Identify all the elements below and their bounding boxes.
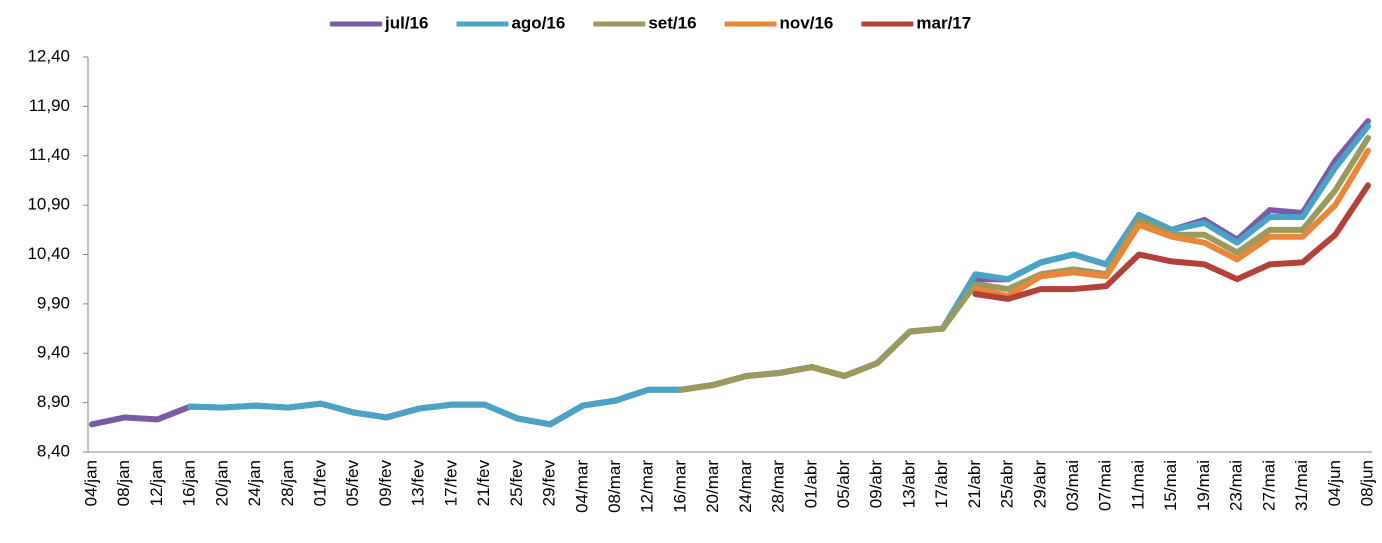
x-tick-label: 13/fev [409,460,428,507]
x-tick-label: 11/mai [1128,460,1147,510]
x-tick-label: 12/jan [147,460,166,506]
x-tick-label: 24/jan [245,460,264,506]
series-line [972,147,1371,299]
x-tick-label: 17/abr [932,460,951,509]
x-tick-label: 07/mai [1096,460,1115,511]
x-tick-label: 08/jan [114,460,133,506]
x-tick-label: 05/abr [834,460,853,509]
x-tick-label: 01/abr [801,460,820,509]
x-tick-label: 16/mar [670,460,689,513]
x-tick-label: 04/mar [572,460,591,513]
y-tick-label: 11,40 [29,145,70,164]
x-tick-label: 24/mar [736,460,755,513]
legend-label: mar/17 [916,13,971,32]
y-tick-label: 9,90 [37,293,70,312]
x-tick-label: 28/mar [769,460,788,513]
x-tick-label: 08/jun [1357,460,1376,506]
x-tick-label: 09/abr [867,460,886,509]
y-tick-label: 10,90 [27,195,70,214]
x-tick-label: 21/fev [474,460,493,507]
x-tick-label: 23/mai [1227,460,1246,511]
series-line [677,134,1371,393]
y-tick-label: 9,40 [37,343,70,362]
x-tick-label: 20/mar [703,460,722,513]
x-tick-label: 09/fev [376,460,395,507]
x-tick-label: 25/abr [998,460,1017,509]
x-tick-label: 31/mai [1292,460,1311,511]
series-line [972,182,1371,302]
x-tick-label: 25/fev [507,460,526,507]
x-tick-label: 16/jan [180,460,199,506]
x-tick-label: 29/abr [1030,460,1049,509]
legend-label: set/16 [648,13,696,32]
x-tick-label: 21/abr [965,460,984,509]
y-tick-label: 12,40 [27,46,70,65]
x-tick-label: 29/fev [540,460,559,507]
x-tick-label: 20/jan [212,460,231,506]
y-tick-label: 8,90 [37,392,70,411]
x-tick-label: 01/fev [311,460,330,507]
legend-label: ago/16 [511,13,565,32]
y-tick-label: 11,90 [29,96,70,115]
x-tick-label: 05/fev [343,460,362,507]
x-tick-label: 28/jan [278,460,297,506]
y-tick-label: 8,40 [37,441,70,460]
x-tick-label: 17/fev [441,460,460,507]
series-line [187,123,1371,428]
legend-label: nov/16 [780,13,834,32]
x-tick-label: 19/mai [1194,460,1213,511]
legend-label: jul/16 [384,13,428,32]
y-tick-label: 10,40 [27,244,70,263]
x-tick-label: 13/abr [899,460,918,509]
x-tick-label: 08/mar [605,460,624,513]
x-tick-label: 04/jan [81,460,100,506]
x-tick-label: 12/mar [638,460,657,513]
x-tick-label: 15/mai [1161,460,1180,511]
x-tick-label: 03/mai [1063,460,1082,511]
x-tick-label: 27/mai [1259,460,1278,511]
x-tick-label: 04/jun [1325,460,1344,506]
